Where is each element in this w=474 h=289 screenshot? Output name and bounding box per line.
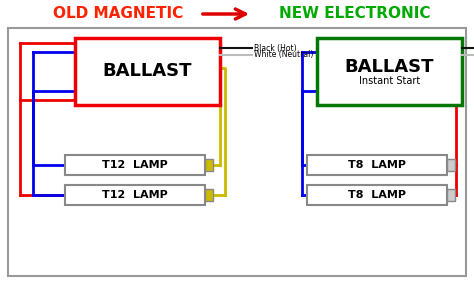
Text: BALLAST: BALLAST (345, 58, 434, 75)
Text: BALLAST: BALLAST (103, 62, 192, 81)
Text: T8  LAMP: T8 LAMP (348, 190, 406, 200)
Bar (205, 159, 213, 171)
Text: NEW ELECTRONIC: NEW ELECTRONIC (279, 6, 431, 21)
Bar (65, 155, 205, 175)
Bar (65, 185, 205, 205)
Bar (307, 155, 447, 175)
Text: T12  LAMP: T12 LAMP (102, 160, 168, 170)
Bar (8, 28, 466, 276)
Text: T12  LAMP: T12 LAMP (102, 190, 168, 200)
Bar (75, 38, 220, 105)
Text: Black (Hot): Black (Hot) (254, 44, 297, 53)
Text: OLD MAGNETIC: OLD MAGNETIC (53, 6, 183, 21)
Text: White (Neutral): White (Neutral) (254, 51, 313, 60)
Text: Instant Start: Instant Start (359, 77, 420, 86)
Text: T8  LAMP: T8 LAMP (348, 160, 406, 170)
Bar (317, 38, 462, 105)
Bar (447, 189, 455, 201)
Bar (205, 189, 213, 201)
Bar (447, 159, 455, 171)
Bar (307, 185, 447, 205)
